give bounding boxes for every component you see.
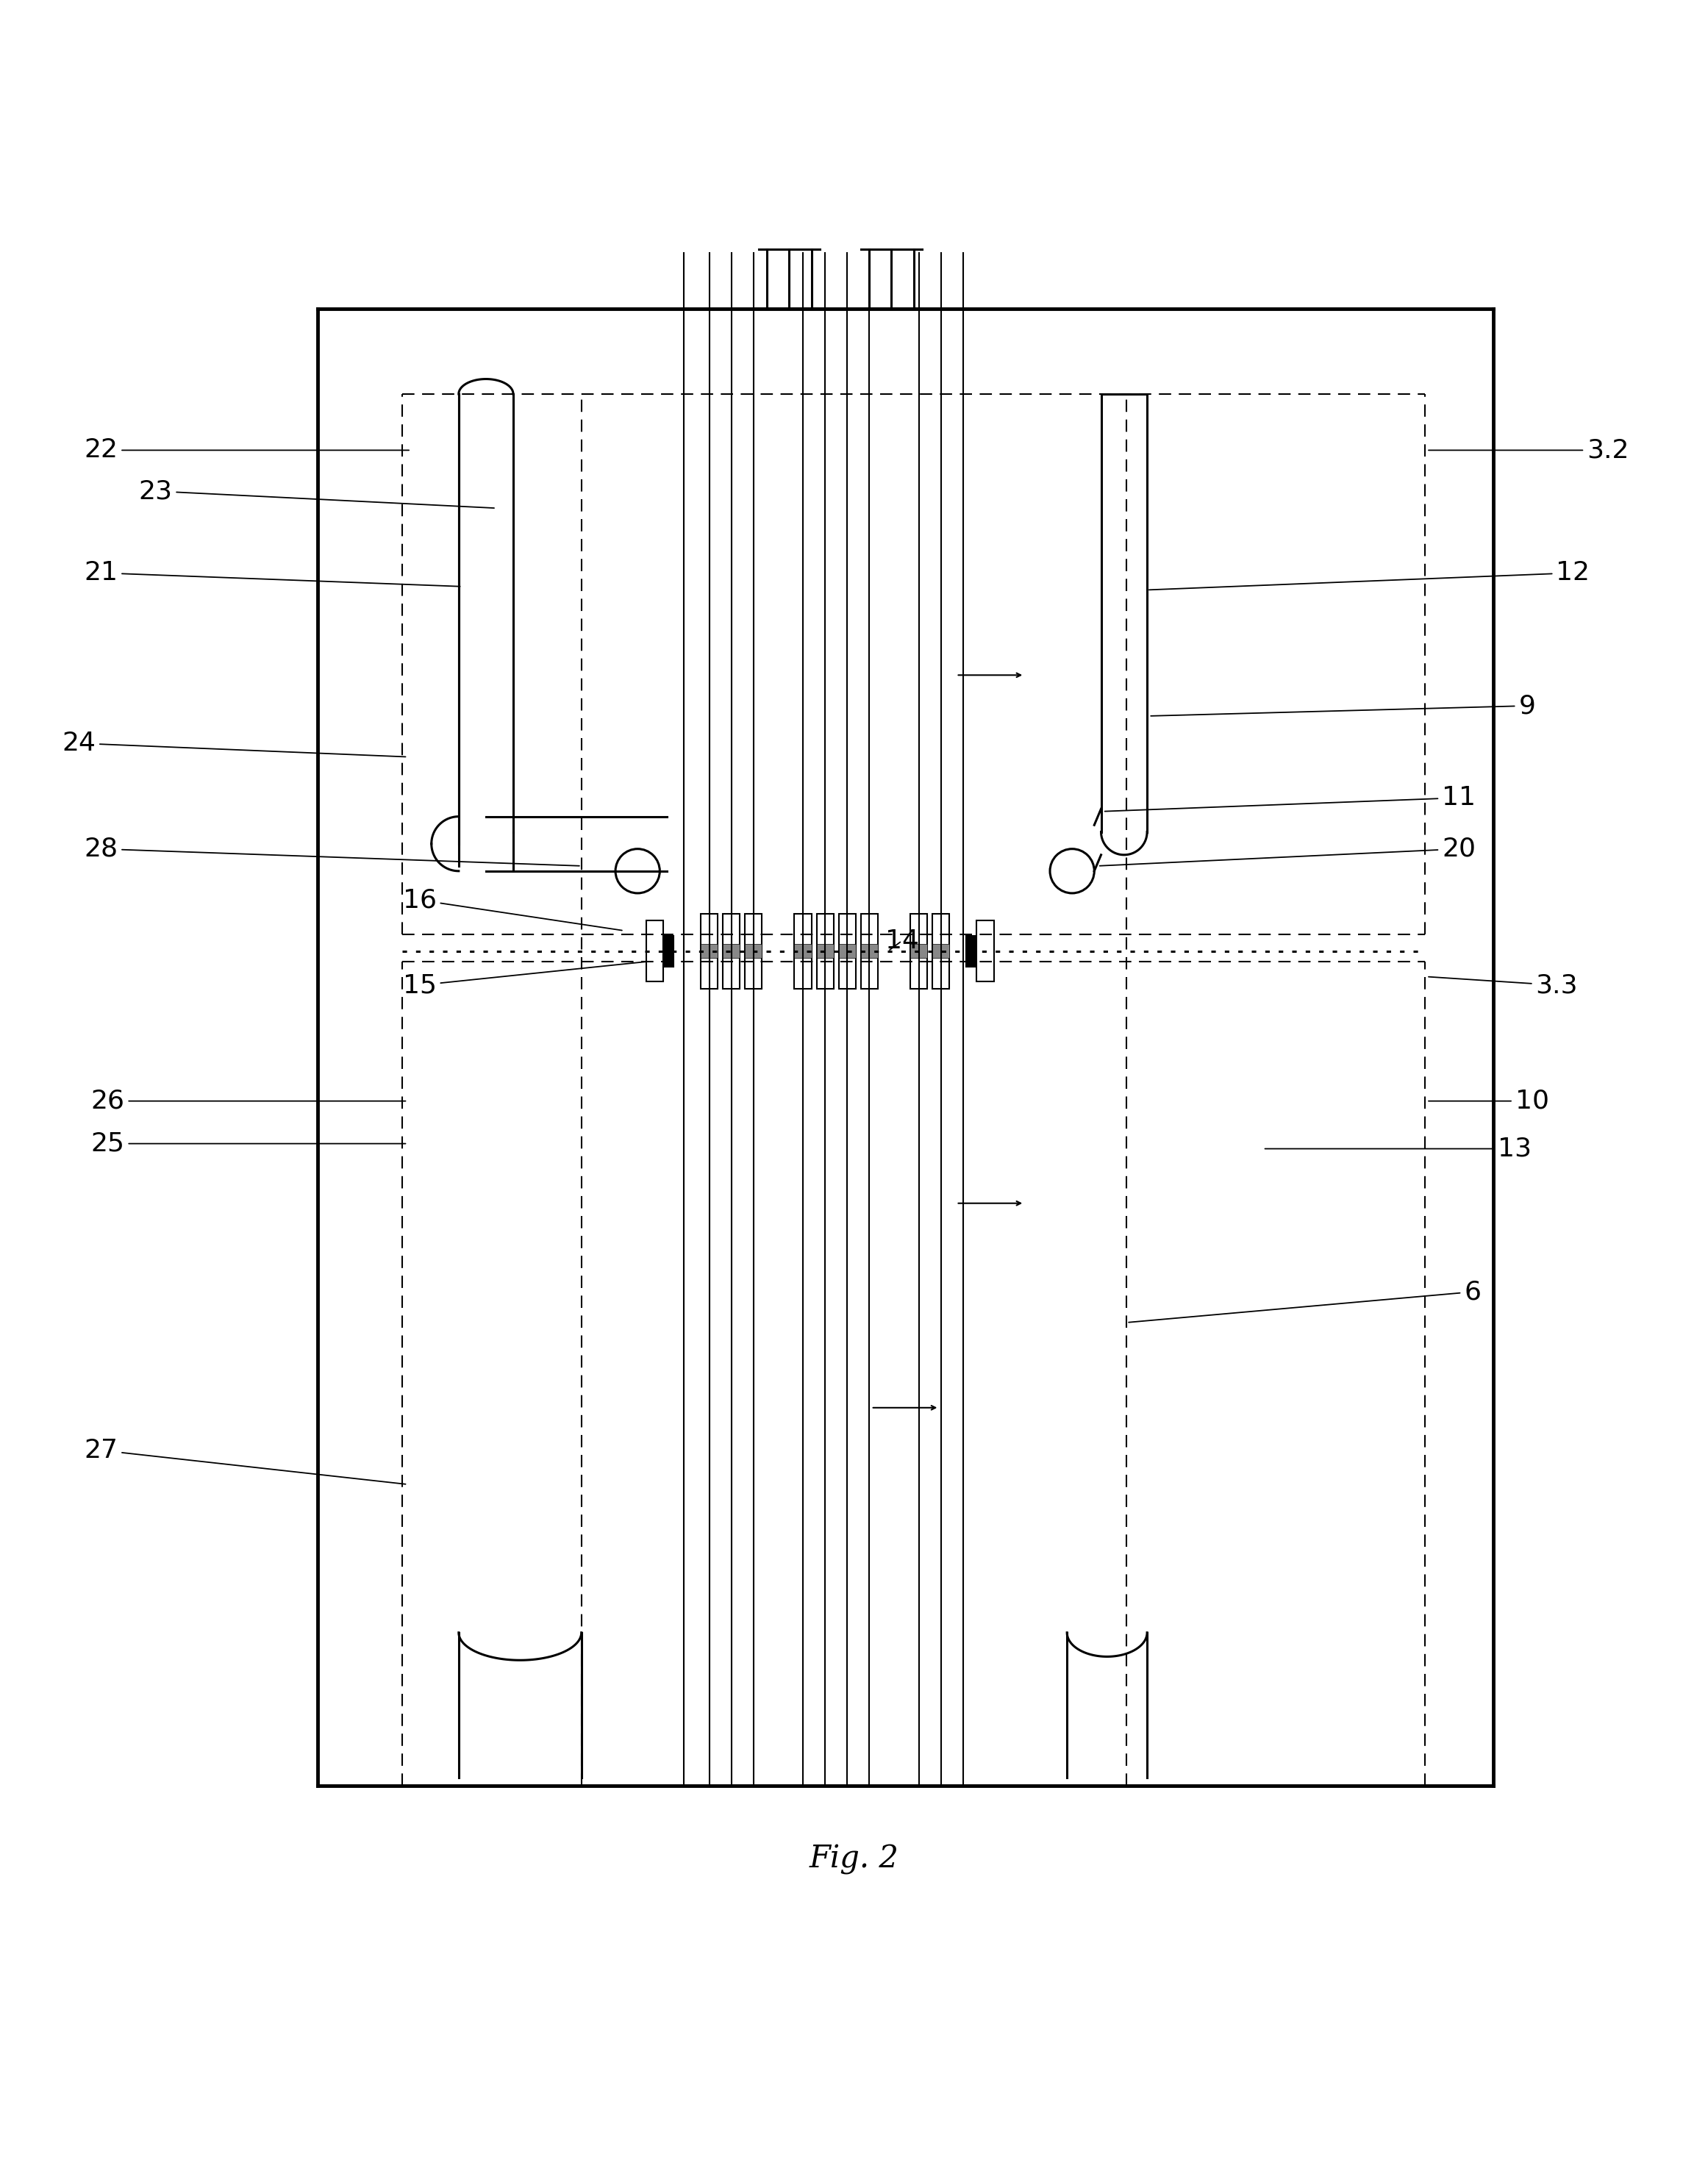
Text: 22: 22 — [84, 438, 408, 462]
Bar — [646, 921, 663, 982]
Bar — [839, 945, 856, 958]
Bar — [839, 913, 856, 989]
Text: 6: 6 — [1129, 1279, 1481, 1322]
Text: 25: 25 — [91, 1132, 405, 1156]
Text: 12: 12 — [1149, 559, 1590, 590]
Bar — [794, 913, 811, 989]
Bar — [700, 945, 717, 958]
Text: 20: 20 — [1100, 837, 1476, 865]
Bar — [910, 913, 927, 989]
Bar — [967, 937, 977, 967]
Bar — [861, 913, 878, 989]
Text: 24: 24 — [61, 731, 405, 757]
Bar — [745, 945, 762, 958]
Bar — [861, 945, 878, 958]
Bar — [977, 921, 994, 982]
Text: 14: 14 — [885, 928, 919, 954]
Text: 16: 16 — [403, 887, 622, 930]
Text: 15: 15 — [403, 963, 647, 997]
Bar — [722, 945, 740, 958]
Bar — [663, 937, 673, 967]
Bar — [933, 945, 950, 958]
Text: 3.3: 3.3 — [1428, 973, 1578, 997]
Bar — [910, 945, 927, 958]
Bar — [700, 913, 717, 989]
Bar — [794, 945, 811, 958]
Text: 13: 13 — [1266, 1136, 1532, 1162]
Text: Fig. 2: Fig. 2 — [810, 1843, 898, 1875]
Bar — [745, 913, 762, 989]
Bar — [816, 913, 834, 989]
Text: 27: 27 — [84, 1437, 405, 1485]
Text: 28: 28 — [84, 837, 579, 865]
Text: 23: 23 — [138, 479, 494, 507]
Bar — [933, 913, 950, 989]
Text: 11: 11 — [1105, 785, 1476, 811]
Text: 21: 21 — [84, 559, 459, 585]
Text: 10: 10 — [1428, 1088, 1549, 1114]
Text: 3.2: 3.2 — [1428, 438, 1629, 462]
Text: 26: 26 — [91, 1088, 405, 1114]
Bar — [722, 913, 740, 989]
Bar — [816, 945, 834, 958]
Text: 9: 9 — [1151, 694, 1535, 718]
